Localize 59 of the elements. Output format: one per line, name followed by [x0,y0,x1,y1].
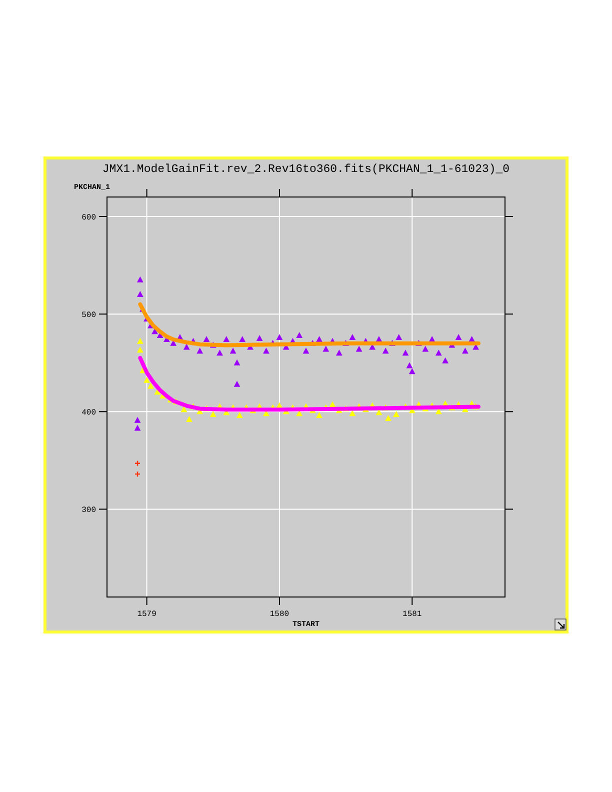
line-series [138,302,480,348]
point [144,376,150,383]
x-tick-label: 1580 [270,610,290,619]
point [236,412,243,418]
point [422,346,429,352]
point [136,346,144,353]
point [435,408,442,414]
point [134,460,141,466]
point [203,336,210,342]
point [180,406,188,412]
point [349,410,356,416]
point [442,357,448,364]
point [134,416,141,423]
point [408,368,416,374]
point [455,334,462,340]
x-tick-label: 1581 [402,610,422,619]
point [296,410,303,416]
point [263,348,270,354]
y-tick-label: 400 [82,408,96,418]
y-tick-label: 600 [82,214,96,223]
point [276,334,283,340]
point [239,336,246,342]
point [406,362,413,368]
point [136,291,144,298]
point [382,348,389,354]
point [196,348,204,354]
y-tick-label: 300 [82,506,96,516]
line-series [138,356,480,412]
point [396,334,402,340]
point [356,346,362,352]
point [435,350,442,356]
point [134,424,141,431]
point [136,338,144,344]
point [234,380,240,387]
point [186,416,192,422]
point [256,334,263,341]
point [210,411,216,418]
point [234,359,240,366]
point [376,409,382,416]
chart-title: JMX1.ModelGainFit.rev_2.Rev16to360.fits(PKCHAN_1_1-61023)_0 [102,163,510,176]
point [148,382,154,389]
point [223,336,230,342]
point [402,350,409,356]
point [385,414,392,421]
y-tick-label: 500 [82,311,96,320]
point [322,346,330,352]
point [216,350,223,356]
point [302,348,310,354]
point [336,350,342,356]
point [134,470,141,478]
point [316,412,322,418]
point [296,332,303,338]
point [230,348,236,354]
point [393,411,400,418]
point [349,334,356,340]
point [136,276,144,282]
point [462,348,468,354]
point [183,344,190,350]
x-tick-label: 1579 [137,610,157,619]
